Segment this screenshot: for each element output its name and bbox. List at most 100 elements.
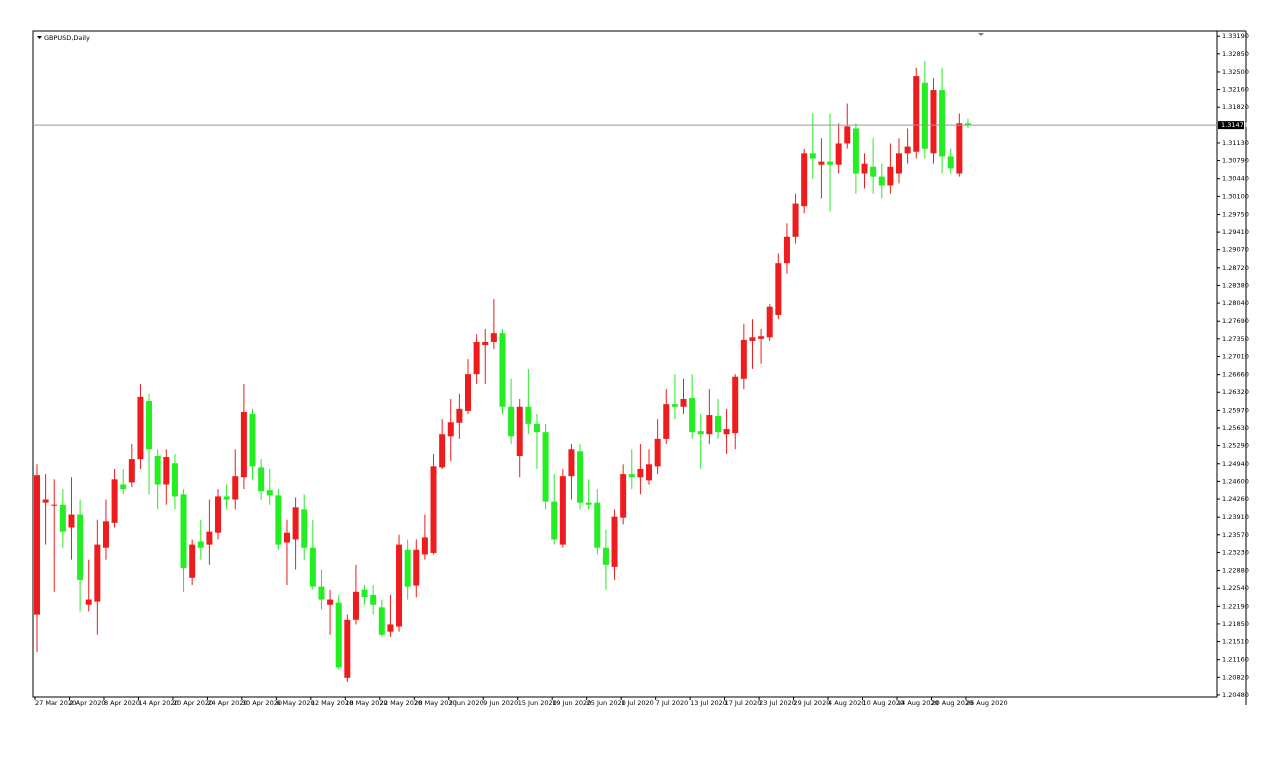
candle-body: [309, 547, 316, 587]
candle-body: [171, 463, 178, 497]
candle-body: [266, 490, 273, 496]
candle-body: [697, 431, 704, 435]
y-tick-label: 1.23910: [1222, 513, 1249, 521]
candle-body: [706, 415, 713, 435]
candle-body: [283, 532, 290, 543]
candle-body: [663, 404, 670, 439]
candle-body: [525, 406, 532, 424]
candle-body: [206, 531, 213, 545]
candle-body: [568, 449, 575, 477]
candle-body: [947, 156, 954, 169]
candle-body: [551, 501, 558, 540]
y-tick-label: 1.30440: [1222, 175, 1249, 183]
y-tick-label: 1.27690: [1222, 317, 1249, 325]
y-tick-label: 1.27350: [1222, 335, 1249, 343]
x-tick-label: 30 Apr 2020: [242, 699, 282, 707]
shift-marker: [978, 33, 984, 36]
last-price-box: [1218, 121, 1244, 130]
y-tick-label: 1.30100: [1222, 192, 1249, 200]
x-tick-label: 13 Jul 2020: [690, 699, 727, 707]
candle-body: [137, 396, 144, 460]
candle-body: [128, 459, 135, 483]
candle-body: [637, 468, 644, 478]
candle-body: [163, 457, 170, 485]
candle-body: [482, 341, 489, 346]
y-tick-label: 1.31820: [1222, 103, 1249, 111]
candle-body: [499, 333, 506, 407]
x-tick-label: 29 Jul 2020: [794, 699, 831, 707]
candle-body: [249, 414, 256, 467]
candle-body: [611, 516, 618, 567]
candle-body: [559, 476, 566, 545]
y-tick-label: 1.25970: [1222, 406, 1249, 414]
candle-body: [818, 161, 825, 165]
x-tick-label: 12 May 2020: [311, 699, 353, 707]
candle-body: [792, 203, 799, 237]
candle-body: [870, 166, 877, 177]
candle-body: [197, 541, 204, 548]
y-tick-label: 1.24940: [1222, 460, 1249, 468]
candle-body: [378, 607, 385, 635]
candle-body: [344, 619, 351, 678]
y-tick-label: 1.21510: [1222, 638, 1249, 646]
x-tick-label: 26 Aug 2020: [966, 699, 1008, 707]
x-tick-label: 9 Jun 2020: [483, 699, 518, 707]
x-tick-label: 19 Jun 2020: [552, 699, 591, 707]
candle-body: [878, 176, 885, 186]
y-tick-label: 1.29410: [1222, 228, 1249, 236]
candle-body: [77, 514, 84, 580]
candle-body: [577, 451, 584, 503]
y-tick-label: 1.31130: [1222, 139, 1249, 147]
y-tick-label: 1.22190: [1222, 602, 1249, 610]
candle-body: [361, 589, 368, 597]
candle-body: [508, 406, 515, 437]
candle-body: [34, 475, 40, 615]
candle-body: [59, 504, 66, 532]
y-tick-label: 1.32850: [1222, 50, 1249, 58]
candle-body: [387, 624, 394, 632]
candle-body: [430, 466, 437, 553]
candle-body: [240, 411, 247, 478]
y-tick-label: 1.25290: [1222, 442, 1249, 450]
candle-body: [628, 474, 635, 478]
x-tick-label: 28 May 2020: [414, 699, 456, 707]
candle-body: [292, 507, 299, 540]
candle-body: [732, 376, 739, 434]
candle-body: [516, 406, 523, 456]
y-tick-label: 1.29750: [1222, 210, 1249, 218]
x-tick-label: 1 Jul 2020: [621, 699, 654, 707]
y-tick-label: 1.21160: [1222, 656, 1249, 664]
candle-body: [740, 339, 747, 379]
candle-body: [542, 432, 549, 502]
title-icon: [37, 36, 42, 39]
candle-body: [120, 484, 127, 490]
candle-body: [42, 499, 49, 503]
x-tick-label: 4 Aug 2020: [828, 699, 866, 707]
candle-body: [930, 90, 937, 154]
candle-body: [680, 398, 687, 407]
candle-body: [396, 544, 403, 627]
candle-body: [327, 599, 334, 605]
y-tick-label: 1.28720: [1222, 264, 1249, 272]
candle-body: [421, 537, 428, 555]
candle-body: [921, 82, 928, 149]
candle-body: [723, 429, 730, 435]
y-tick-label: 1.23570: [1222, 531, 1249, 539]
candle-body: [146, 401, 153, 450]
candle-body: [335, 602, 342, 668]
candle-body: [275, 495, 282, 545]
candle-body: [671, 404, 678, 407]
x-tick-label: 20 Aug 2020: [931, 699, 973, 707]
y-tick-label: 1.33190: [1222, 32, 1249, 40]
x-tick-label: 10 Aug 2020: [863, 699, 905, 707]
candle-body: [189, 544, 196, 578]
candle-body: [689, 397, 696, 433]
candle-body: [301, 509, 308, 548]
candle-body: [68, 514, 75, 528]
x-tick-label: 24 Apr 2020: [207, 699, 247, 707]
y-tick-label: 1.22540: [1222, 584, 1249, 592]
x-tick-label: 8 Apr 2020: [104, 699, 140, 707]
candle-body: [533, 423, 540, 433]
x-tick-label: 6 May 2020: [276, 699, 314, 707]
